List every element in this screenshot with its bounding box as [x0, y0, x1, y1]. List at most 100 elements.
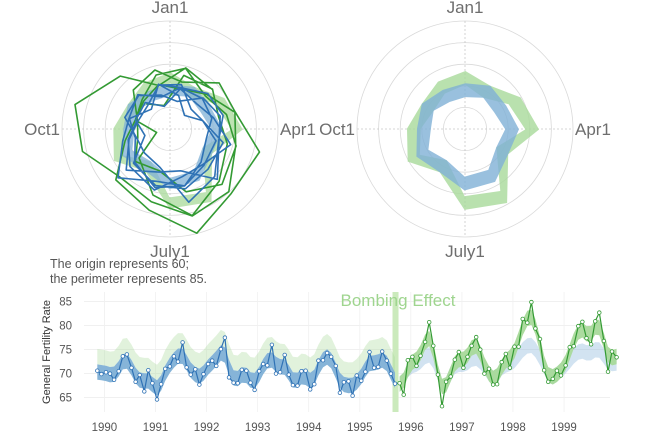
observed-point — [320, 358, 326, 363]
observed-point — [252, 387, 257, 393]
observed-point — [414, 363, 419, 369]
observed-point — [175, 359, 181, 364]
observed-point — [184, 365, 189, 370]
observed-point — [120, 354, 125, 359]
observed-point — [443, 379, 449, 384]
observed-point — [520, 316, 525, 322]
x-tick-label: 1991 — [143, 422, 169, 433]
observed-point — [609, 349, 615, 354]
polar-left-month-label-apr: Apr1 — [280, 120, 316, 139]
y-tick-label: 65 — [59, 393, 72, 405]
observed-point — [329, 354, 334, 359]
polar-right-pre-ring — [416, 83, 519, 191]
observed-point — [231, 380, 236, 385]
polar-chart-observed: Jan1 Apr1 July1 Oct1 — [24, 0, 316, 261]
observed-point — [235, 381, 240, 386]
x-tick-label: 1994 — [296, 422, 322, 433]
observed-point — [162, 366, 168, 371]
observed-point — [273, 371, 279, 376]
observed-point — [99, 371, 104, 377]
observed-point — [588, 342, 594, 347]
observed-point — [346, 379, 351, 384]
x-tick-label: 1996 — [398, 422, 424, 433]
polar-right-post-ring — [407, 71, 540, 210]
observed-point — [197, 382, 202, 387]
observed-point — [580, 319, 585, 324]
observed-point — [418, 353, 423, 358]
observed-point — [316, 358, 321, 363]
observed-point — [601, 338, 607, 344]
observed-point — [341, 380, 347, 385]
observed-point — [295, 383, 300, 388]
observed-point — [546, 379, 551, 384]
observed-point — [363, 369, 368, 374]
observed-point — [286, 372, 291, 377]
observed-point — [593, 319, 598, 324]
y-tick-label: 80 — [59, 321, 72, 333]
observed-point — [422, 339, 428, 345]
observed-point — [367, 349, 372, 355]
polar-right-month-label-apr: Apr1 — [575, 120, 611, 139]
observed-point — [146, 368, 151, 373]
observed-point — [111, 377, 117, 382]
observed-point — [482, 371, 487, 376]
y-axis-label: General Fertility Rate — [41, 300, 53, 404]
observed-point — [427, 320, 432, 325]
observed-point — [209, 358, 215, 363]
observed-point — [533, 326, 538, 331]
observed-point — [282, 352, 287, 358]
observed-point — [456, 349, 461, 355]
observed-point — [129, 365, 134, 370]
observed-point — [392, 381, 398, 386]
observed-point — [107, 371, 113, 376]
observed-point — [324, 350, 330, 356]
observed-point — [137, 372, 142, 378]
observed-point — [563, 363, 568, 368]
timeseries-chart: 65 70 75 80 85 1990 1991 1992 1993 1994 1995 1996 19… — [59, 292, 619, 433]
observed-point — [337, 390, 343, 395]
observed-point — [180, 340, 185, 345]
observed-point — [448, 374, 453, 379]
observed-point — [257, 369, 262, 374]
observed-point — [261, 361, 266, 367]
x-tick-label: 1993 — [245, 422, 271, 433]
polar-left-month-label-jan: Jan1 — [152, 0, 189, 17]
observed-point — [193, 367, 198, 372]
observed-point — [239, 367, 244, 372]
observed-point — [188, 372, 193, 377]
observed-point — [614, 355, 619, 360]
observed-point — [299, 369, 304, 374]
observed-point — [103, 370, 109, 375]
observed-point — [567, 345, 572, 350]
observed-point — [354, 373, 359, 378]
polar-left-month-label-oct: Oct1 — [24, 120, 60, 139]
observed-point — [503, 351, 508, 357]
observed-point — [474, 334, 479, 340]
observed-point — [150, 381, 155, 386]
observed-point — [158, 382, 164, 387]
observed-point — [516, 344, 521, 349]
observed-point — [541, 368, 547, 373]
observed-point — [554, 368, 560, 373]
observed-point — [226, 375, 232, 380]
polar-left-post-band — [113, 72, 243, 209]
observed-point — [205, 361, 211, 367]
observed-point — [384, 358, 389, 363]
observed-point — [218, 346, 224, 352]
polar-right-month-label-oct: Oct1 — [319, 120, 355, 139]
polar-note-line-2: the perimeter represents 85. — [50, 272, 207, 286]
observed-point — [397, 381, 402, 386]
observed-point — [308, 387, 313, 392]
pre-period-observed-line — [96, 337, 400, 402]
observed-point — [290, 382, 296, 388]
polar-left-month-label-july: July1 — [150, 242, 190, 261]
observed-point — [499, 359, 504, 365]
observed-point — [490, 382, 496, 387]
x-tick-label: 1998 — [500, 422, 526, 433]
observed-point — [222, 335, 228, 340]
polar-left-pre-band — [122, 84, 223, 190]
observed-point — [529, 299, 534, 305]
observed-point — [171, 354, 177, 359]
observed-point — [435, 372, 441, 377]
